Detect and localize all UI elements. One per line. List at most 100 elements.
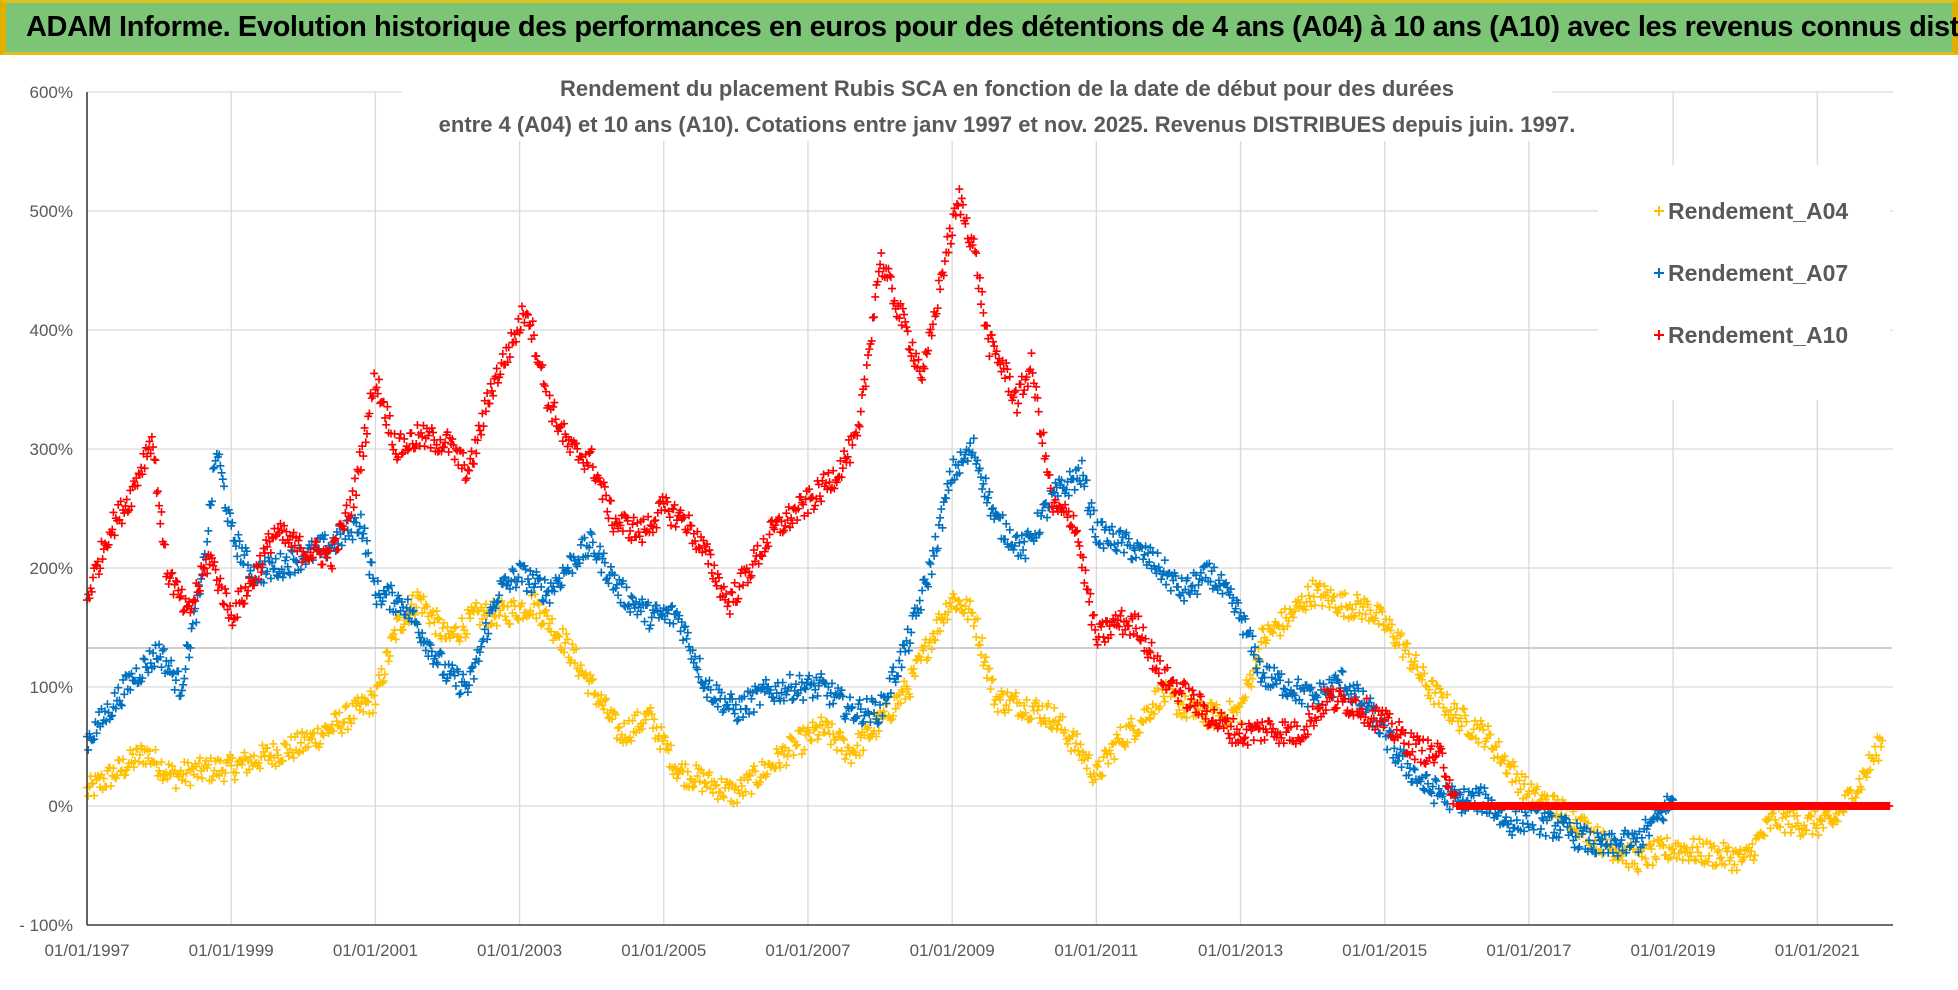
data-point: [978, 287, 987, 296]
data-point: [803, 675, 812, 684]
data-point: [809, 679, 818, 688]
data-point: [1001, 374, 1010, 383]
data-point: [733, 716, 742, 725]
data-point: [928, 320, 937, 329]
data-point: [1093, 640, 1102, 649]
data-point: [1103, 750, 1112, 759]
data-point: [216, 574, 225, 583]
data-point: [1214, 722, 1223, 731]
data-point: [745, 709, 754, 718]
data-point: [633, 708, 642, 717]
data-point: [96, 564, 105, 573]
data-point: [90, 791, 99, 800]
data-point: [1709, 841, 1718, 850]
data-point: [630, 604, 639, 613]
data-point: [766, 685, 775, 694]
data-point: [895, 314, 904, 323]
data-point: [427, 647, 436, 656]
data-point: [1080, 482, 1089, 491]
data-point: [985, 352, 994, 361]
data-point: [936, 285, 945, 294]
data-point: [1175, 706, 1184, 715]
data-point: [310, 728, 319, 737]
data-point: [805, 671, 814, 680]
data-point: [580, 533, 589, 542]
data-point: [443, 428, 452, 437]
data-point: [805, 728, 814, 737]
data-point: [1438, 749, 1447, 758]
data-point: [1348, 605, 1357, 614]
data-point: [1714, 846, 1723, 855]
data-point: [641, 715, 650, 724]
data-point: [99, 774, 108, 783]
data-point: [1116, 723, 1125, 732]
data-point: [594, 550, 603, 559]
data-point: [171, 784, 180, 793]
data-point: [169, 590, 178, 599]
data-point: [1378, 607, 1387, 616]
data-point: [1306, 597, 1315, 606]
data-point: [976, 650, 985, 659]
data-point: [927, 570, 936, 579]
data-point: [1480, 742, 1489, 751]
data-point: [659, 499, 668, 508]
data-point: [1118, 630, 1127, 639]
data-point: [1420, 669, 1429, 678]
data-point: [287, 543, 296, 552]
data-point: [355, 448, 364, 457]
data-point: [1033, 393, 1042, 402]
data-point: [600, 696, 609, 705]
data-point: [775, 758, 784, 767]
data-point: [843, 452, 852, 461]
data-point: [511, 583, 520, 592]
data-point: [349, 714, 358, 723]
data-point: [1293, 722, 1302, 731]
data-point: [1428, 782, 1437, 791]
data-point: [1156, 656, 1165, 665]
data-point: [204, 760, 213, 769]
data-point: [821, 479, 830, 488]
data-point: [342, 501, 351, 510]
data-point: [1210, 563, 1219, 572]
legend-label: Rendement_A04: [1668, 198, 1848, 224]
data-point: [907, 352, 916, 361]
data-point: [520, 561, 529, 570]
data-point: [858, 390, 867, 399]
data-point: [1038, 506, 1047, 515]
data-point: [793, 740, 802, 749]
data-point: [683, 525, 692, 534]
data-point: [783, 752, 792, 761]
data-point: [765, 530, 774, 539]
data-point: [1419, 784, 1428, 793]
data-point: [293, 729, 302, 738]
y-tick-label: 200%: [30, 559, 73, 578]
data-point: [529, 600, 538, 609]
data-point: [906, 345, 915, 354]
data-point: [1117, 606, 1126, 615]
data-point: [885, 271, 894, 280]
data-point: [906, 639, 915, 648]
data-point: [340, 718, 349, 727]
data-point: [472, 449, 481, 458]
data-point: [824, 468, 833, 477]
data-point: [90, 735, 99, 744]
data-point: [1032, 696, 1041, 705]
data-point: [181, 665, 190, 674]
data-point: [1003, 365, 1012, 374]
data-point: [707, 568, 716, 577]
data-point: [624, 600, 633, 609]
data-point: [803, 509, 812, 518]
data-point: [1282, 728, 1291, 737]
data-point: [1492, 742, 1501, 751]
data-point: [1177, 689, 1186, 698]
data-point: [723, 700, 732, 709]
data-point: [1389, 632, 1398, 641]
data-point: [495, 611, 504, 620]
data-point: [978, 634, 987, 643]
data-point: [936, 627, 945, 636]
data-point: [147, 432, 156, 441]
data-point: [1253, 719, 1262, 728]
data-point: [889, 711, 898, 720]
data-point: [659, 731, 668, 740]
data-point: [1270, 663, 1279, 672]
